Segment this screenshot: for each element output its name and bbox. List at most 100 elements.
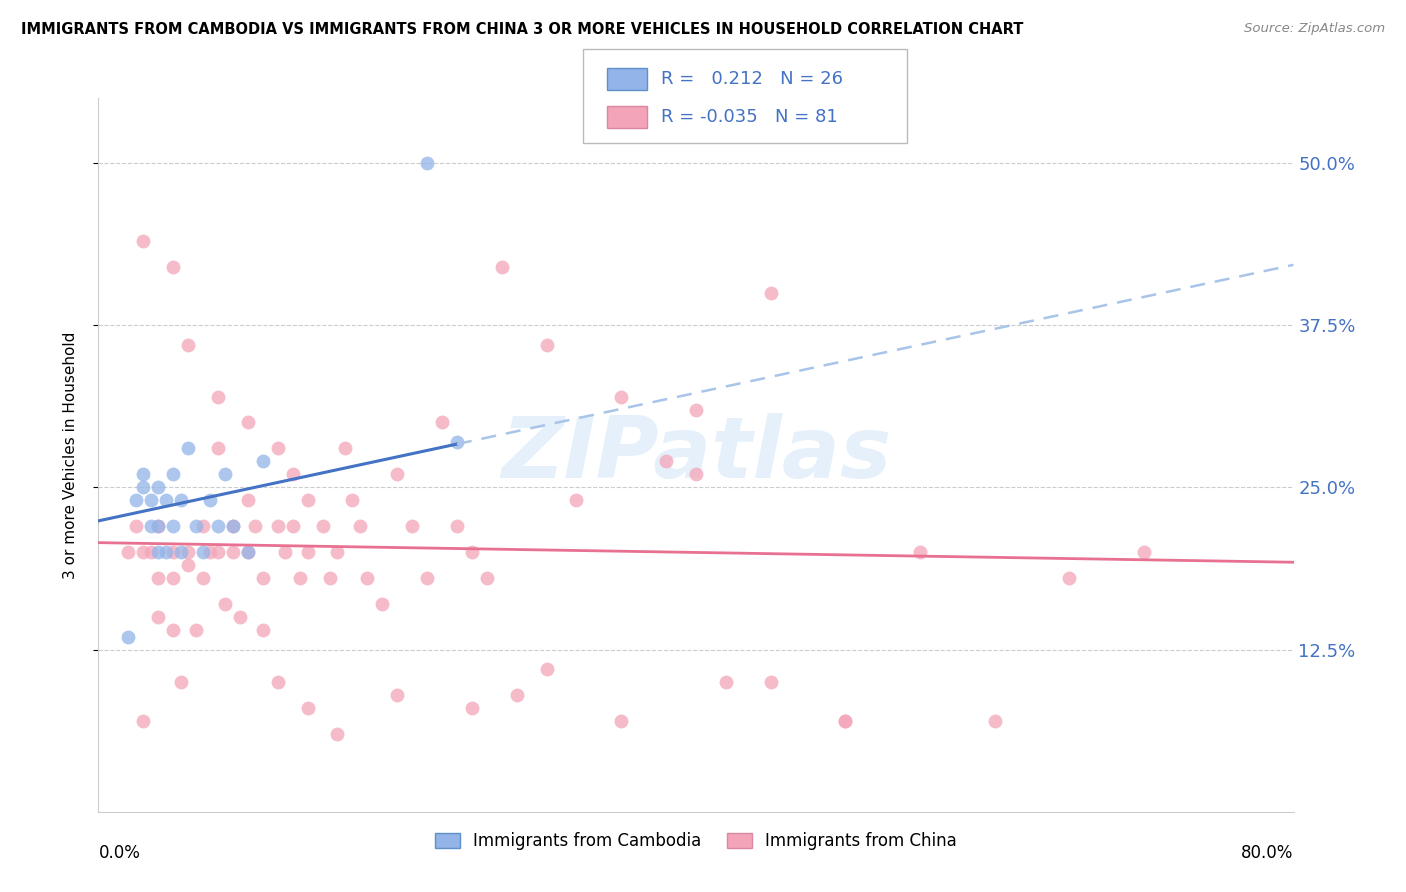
Point [132, 480, 155, 494]
Point [191, 571, 214, 585]
Point [252, 623, 274, 637]
Point [461, 545, 484, 559]
Point [191, 545, 214, 559]
Point [132, 234, 155, 248]
Point [401, 519, 423, 533]
Point [297, 545, 319, 559]
Point [385, 467, 409, 482]
Point [319, 571, 342, 585]
Point [117, 545, 139, 559]
Point [1059, 571, 1081, 585]
Point [385, 688, 409, 702]
Point [148, 519, 170, 533]
Point [184, 623, 207, 637]
Point [565, 493, 588, 508]
Point [610, 714, 633, 728]
Point [236, 493, 259, 508]
Point [267, 675, 290, 690]
Point [333, 442, 356, 456]
Point [267, 442, 290, 456]
Point [222, 545, 245, 559]
Point [475, 571, 498, 585]
Point [177, 337, 200, 351]
Legend: Immigrants from Cambodia, Immigrants from China: Immigrants from Cambodia, Immigrants fro… [429, 826, 963, 857]
Point [446, 434, 468, 449]
Point [207, 519, 229, 533]
Point [984, 714, 1007, 728]
Point [908, 545, 931, 559]
Text: R = -0.035   N = 81: R = -0.035 N = 81 [661, 108, 838, 126]
Point [342, 493, 364, 508]
Point [139, 545, 162, 559]
Point [461, 701, 484, 715]
Point [416, 571, 439, 585]
Text: Source: ZipAtlas.com: Source: ZipAtlas.com [1244, 22, 1385, 36]
Point [245, 519, 267, 533]
Point [148, 610, 170, 624]
Point [281, 467, 304, 482]
Point [200, 545, 222, 559]
Y-axis label: 3 or more Vehicles in Household: 3 or more Vehicles in Household [63, 331, 77, 579]
Point [139, 519, 162, 533]
Point [162, 571, 184, 585]
Text: ZIPatlas: ZIPatlas [501, 413, 891, 497]
Point [132, 467, 155, 482]
Point [288, 571, 311, 585]
Point [1133, 545, 1156, 559]
Point [162, 519, 184, 533]
Point [139, 493, 162, 508]
Point [236, 416, 259, 430]
Point [125, 519, 148, 533]
Text: IMMIGRANTS FROM CAMBODIA VS IMMIGRANTS FROM CHINA 3 OR MORE VEHICLES IN HOUSEHOL: IMMIGRANTS FROM CAMBODIA VS IMMIGRANTS F… [21, 22, 1024, 37]
Point [267, 519, 290, 533]
Point [759, 285, 782, 300]
Point [177, 545, 200, 559]
Point [184, 519, 207, 533]
Point [714, 675, 737, 690]
Point [222, 519, 245, 533]
Point [356, 571, 378, 585]
Point [281, 519, 304, 533]
Text: 0.0%: 0.0% [98, 844, 141, 863]
Point [132, 545, 155, 559]
Point [207, 390, 229, 404]
Point [162, 467, 184, 482]
Point [162, 545, 184, 559]
Point [177, 558, 200, 573]
Point [297, 701, 319, 715]
Point [685, 467, 707, 482]
Text: 80.0%: 80.0% [1241, 844, 1294, 863]
Point [506, 688, 529, 702]
Point [311, 519, 333, 533]
Point [191, 519, 214, 533]
Point [148, 571, 170, 585]
Point [252, 571, 274, 585]
Point [834, 714, 856, 728]
Text: R =   0.212   N = 26: R = 0.212 N = 26 [661, 70, 842, 88]
Point [655, 454, 678, 468]
Point [214, 597, 236, 611]
Point [117, 630, 139, 644]
Point [236, 545, 259, 559]
Point [326, 545, 349, 559]
Point [169, 493, 191, 508]
Point [148, 545, 170, 559]
Point [430, 416, 453, 430]
Point [236, 545, 259, 559]
Point [155, 493, 177, 508]
Point [491, 260, 513, 274]
Point [416, 156, 439, 170]
Point [169, 675, 191, 690]
Point [326, 727, 349, 741]
Point [214, 467, 236, 482]
Point [371, 597, 394, 611]
Point [200, 493, 222, 508]
Point [759, 675, 782, 690]
Point [222, 519, 245, 533]
Point [349, 519, 371, 533]
Point [446, 519, 468, 533]
Point [155, 545, 177, 559]
Point [274, 545, 297, 559]
Point [132, 714, 155, 728]
Point [229, 610, 252, 624]
